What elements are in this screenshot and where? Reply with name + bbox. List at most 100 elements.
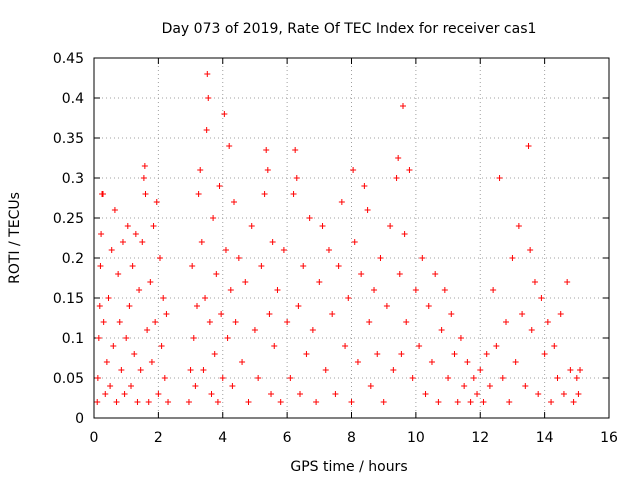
x-tick-label: 8	[347, 430, 356, 446]
y-tick-label: 0.25	[53, 211, 84, 227]
data-point	[313, 399, 320, 405]
data-point	[95, 335, 102, 341]
data-point	[115, 271, 122, 277]
data-point	[409, 375, 416, 381]
data-point	[503, 319, 509, 325]
data-point	[398, 351, 405, 357]
data-point	[116, 319, 123, 325]
data-point	[329, 311, 336, 317]
data-point	[152, 319, 159, 325]
data-point	[480, 399, 487, 405]
data-point	[419, 255, 426, 261]
data-point	[351, 239, 358, 245]
data-point	[211, 351, 218, 357]
data-point	[525, 143, 532, 149]
data-point	[554, 375, 561, 381]
data-point	[131, 351, 138, 357]
data-point	[94, 399, 101, 405]
data-point	[573, 375, 580, 381]
data-point	[219, 375, 226, 381]
data-point	[274, 287, 281, 293]
data-point	[226, 143, 233, 149]
data-point	[105, 295, 112, 301]
x-tick-label: 10	[407, 430, 425, 446]
data-point	[403, 319, 410, 325]
data-point	[564, 279, 571, 285]
data-point	[235, 255, 242, 261]
data-point	[364, 207, 371, 213]
data-point	[229, 383, 236, 389]
y-tick-label: 0.2	[62, 251, 84, 267]
y-axis-title: ROTI / TECUs	[7, 192, 23, 284]
data-point	[361, 183, 368, 189]
data-point	[140, 175, 147, 181]
data-point	[551, 343, 558, 349]
data-point	[119, 239, 126, 245]
data-point	[121, 391, 128, 397]
data-point	[416, 343, 423, 349]
data-point	[271, 343, 278, 349]
data-point	[148, 359, 155, 365]
data-point	[202, 295, 209, 301]
data-point	[190, 335, 197, 341]
data-point	[165, 399, 172, 405]
data-point	[204, 71, 211, 77]
data-point	[293, 175, 300, 181]
data-point	[195, 191, 202, 197]
x-tick-label: 16	[600, 430, 618, 446]
data-point	[395, 155, 402, 161]
data-point	[451, 351, 458, 357]
data-point	[134, 399, 141, 405]
y-tick-label: 0.05	[53, 371, 84, 387]
data-point	[535, 391, 542, 397]
data-point	[107, 383, 114, 389]
data-point	[422, 391, 429, 397]
data-point	[548, 399, 555, 405]
x-tick-label: 0	[90, 430, 99, 446]
data-point	[251, 327, 258, 333]
data-point	[483, 351, 490, 357]
data-point	[499, 375, 506, 381]
data-point	[137, 367, 144, 373]
data-point	[567, 367, 574, 373]
data-point	[189, 263, 196, 269]
data-point	[531, 279, 538, 285]
data-point	[110, 343, 117, 349]
data-point	[345, 295, 352, 301]
data-point	[292, 147, 299, 153]
data-point	[145, 399, 152, 405]
data-point	[200, 367, 207, 373]
x-tick-label: 4	[218, 430, 227, 446]
data-point	[153, 199, 160, 205]
data-point	[506, 399, 513, 405]
data-point	[232, 319, 239, 325]
data-point	[325, 247, 332, 253]
x-tick-label: 2	[154, 430, 163, 446]
data-point	[557, 311, 564, 317]
data-point	[319, 223, 326, 229]
data-point	[227, 287, 234, 293]
data-point	[493, 343, 500, 349]
data-point	[295, 303, 302, 309]
data-point	[435, 399, 442, 405]
data-point	[150, 223, 157, 229]
data-point	[515, 223, 522, 229]
data-point	[261, 191, 268, 197]
data-point	[277, 399, 284, 405]
data-point	[432, 271, 439, 277]
data-point	[342, 343, 349, 349]
data-point	[528, 327, 535, 333]
data-point	[350, 167, 357, 173]
data-point	[406, 167, 413, 173]
data-point	[111, 207, 118, 213]
data-point	[147, 279, 154, 285]
data-point	[401, 231, 408, 237]
data-point	[400, 103, 406, 109]
data-point	[102, 391, 109, 397]
data-point	[290, 191, 297, 197]
data-point	[377, 255, 384, 261]
data-points	[94, 71, 584, 405]
data-point	[139, 239, 146, 245]
data-point	[192, 383, 199, 389]
data-point	[185, 399, 192, 405]
